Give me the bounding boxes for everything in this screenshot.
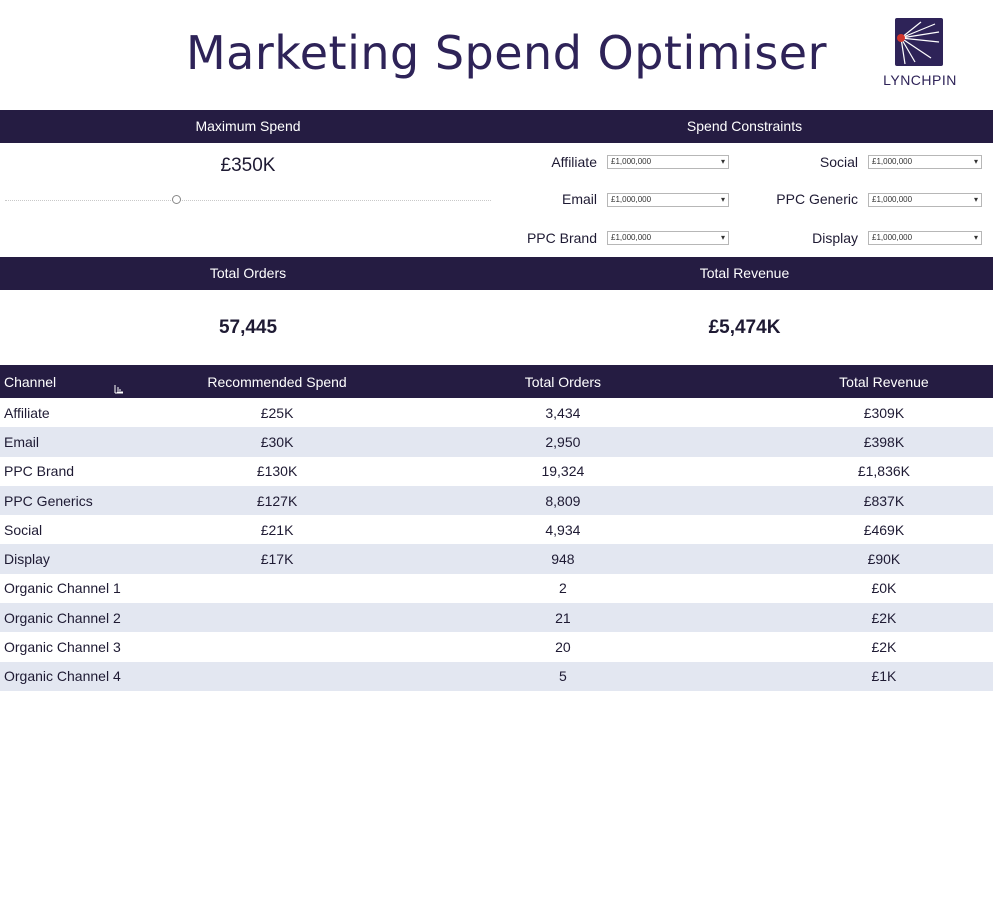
total-revenue-cell: £90K bbox=[774, 544, 993, 574]
column-header-recommended-spend[interactable]: Recommended Spend bbox=[203, 365, 351, 398]
recommended-spend-cell: £30K bbox=[203, 427, 351, 457]
chevron-down-icon: ▾ bbox=[973, 233, 978, 242]
column-header-total-orders[interactable]: Total Orders bbox=[350, 365, 775, 398]
channel-cell: Email bbox=[0, 427, 204, 457]
channel-cell: Affiliate bbox=[4, 404, 50, 421]
totals-header-bar: Total Orders Total Revenue bbox=[0, 257, 993, 290]
channel-cell: PPC Brand bbox=[4, 463, 75, 480]
channel-cell: Social bbox=[4, 521, 43, 538]
channel-cell: Organic Channel 2 bbox=[0, 603, 204, 633]
constraint-select-social[interactable]: £1,000,000 ▾ bbox=[868, 155, 982, 169]
total-revenue-heading: Total Revenue bbox=[699, 265, 790, 281]
chevron-down-icon: ▾ bbox=[973, 195, 978, 204]
spend-constraints-heading: Spend Constraints bbox=[686, 118, 803, 134]
table-header-row: Channel Recommended Spend Total Orders T… bbox=[0, 365, 993, 398]
constraint-select-ppc-brand[interactable]: £1,000,000 ▾ bbox=[607, 231, 729, 245]
total-revenue-cell: £309K bbox=[863, 404, 905, 421]
max-spend-slider-handle[interactable] bbox=[172, 195, 181, 204]
channel-table: Channel Recommended Spend Total Orders T… bbox=[0, 365, 993, 691]
total-orders-cell: 8,809 bbox=[350, 485, 775, 516]
total-orders-cell: 21 bbox=[350, 603, 775, 633]
table-row: PPC Brand £130K 19,324 £1,836K bbox=[0, 457, 993, 486]
total-orders-heading: Total Orders bbox=[209, 265, 287, 281]
table-row: Organic Channel 4 5 £1K bbox=[0, 661, 993, 691]
total-orders-cell: 20 bbox=[555, 639, 571, 656]
select-value: £1,000,000 bbox=[872, 157, 913, 166]
constraint-label-ppc-generic: PPC Generic bbox=[776, 191, 858, 207]
column-header-label: Channel bbox=[4, 373, 57, 390]
recommended-spend-cell bbox=[203, 574, 351, 603]
logo-wordmark: LYNCHPIN bbox=[883, 72, 957, 88]
total-revenue-cell: £2K bbox=[871, 639, 897, 656]
total-revenue-cell: £0K bbox=[871, 580, 897, 597]
total-revenue-cell: £1,836K bbox=[857, 463, 911, 480]
total-revenue-cell: £1K bbox=[774, 661, 993, 691]
total-orders-cell: 19,324 bbox=[541, 463, 585, 480]
select-value: £1,000,000 bbox=[611, 195, 652, 204]
table-row: Organic Channel 2 21 £2K bbox=[0, 603, 993, 633]
constraint-label-ppc-brand: PPC Brand bbox=[526, 230, 597, 246]
sort-icon[interactable] bbox=[114, 384, 124, 394]
table-row: Social £21K 4,934 £469K bbox=[0, 515, 993, 544]
chevron-down-icon: ▾ bbox=[720, 233, 725, 242]
recommended-spend-cell bbox=[203, 661, 351, 691]
channel-cell: Organic Channel 3 bbox=[4, 639, 121, 656]
select-value: £1,000,000 bbox=[611, 157, 652, 166]
select-value: £1,000,000 bbox=[611, 233, 652, 242]
total-orders-cell: 2 bbox=[558, 580, 567, 597]
table-row: Organic Channel 3 20 £2K bbox=[0, 632, 993, 661]
channel-cell: Organic Channel 4 bbox=[0, 661, 204, 691]
column-header-total-revenue[interactable]: Total Revenue bbox=[774, 365, 993, 398]
total-orders-cell: 4,934 bbox=[545, 521, 581, 538]
total-revenue-cell: £837K bbox=[774, 485, 993, 516]
total-orders-cell: 3,434 bbox=[545, 404, 581, 421]
table-row: PPC Generics £127K 8,809 £837K bbox=[0, 485, 993, 516]
constraint-label-email: Email bbox=[561, 191, 597, 207]
chevron-down-icon: ▾ bbox=[720, 195, 725, 204]
total-orders-cell: 948 bbox=[350, 544, 775, 574]
total-orders-cell: 5 bbox=[350, 661, 775, 691]
select-value: £1,000,000 bbox=[872, 233, 913, 242]
table-row: Display £17K 948 £90K bbox=[0, 544, 993, 574]
channel-cell: Organic Channel 1 bbox=[4, 580, 121, 597]
select-value: £1,000,000 bbox=[872, 195, 913, 204]
recommended-spend-cell: £130K bbox=[256, 463, 298, 480]
constraint-select-display[interactable]: £1,000,000 ▾ bbox=[868, 231, 982, 245]
chevron-down-icon: ▾ bbox=[973, 157, 978, 166]
constraint-label-display: Display bbox=[812, 230, 858, 246]
recommended-spend-cell: £17K bbox=[203, 544, 351, 574]
recommended-spend-cell: £25K bbox=[260, 404, 294, 421]
constraint-select-ppc-generic[interactable]: £1,000,000 ▾ bbox=[868, 193, 982, 207]
total-revenue-cell: £2K bbox=[774, 603, 993, 633]
table-row: Email £30K 2,950 £398K bbox=[0, 427, 993, 457]
channel-cell: Display bbox=[0, 544, 204, 574]
max-spend-value: £350K bbox=[220, 155, 276, 176]
constraint-label-social: Social bbox=[819, 154, 858, 170]
total-orders-value: 57,445 bbox=[218, 317, 278, 338]
total-revenue-cell: £469K bbox=[863, 521, 905, 538]
max-spend-heading: Maximum Spend bbox=[195, 118, 301, 134]
constraint-select-affiliate[interactable]: £1,000,000 ▾ bbox=[607, 155, 729, 169]
total-revenue-cell: £398K bbox=[774, 427, 993, 457]
channel-cell: PPC Generics bbox=[0, 485, 204, 516]
lynchpin-logo: LYNCHPIN bbox=[880, 16, 960, 92]
chevron-down-icon: ▾ bbox=[720, 157, 725, 166]
column-header-channel[interactable]: Channel bbox=[0, 365, 204, 398]
page-title: Marketing Spend Optimiser bbox=[185, 26, 828, 80]
recommended-spend-cell bbox=[203, 603, 351, 633]
constraint-select-email[interactable]: £1,000,000 ▾ bbox=[607, 193, 729, 207]
lynchpin-logo-icon bbox=[895, 18, 943, 66]
table-row: Organic Channel 1 2 £0K bbox=[0, 574, 993, 603]
total-revenue-value: £5,474K bbox=[708, 317, 781, 338]
max-spend-slider-track[interactable] bbox=[5, 200, 491, 203]
recommended-spend-cell: £127K bbox=[203, 485, 351, 516]
recommended-spend-cell bbox=[203, 632, 351, 661]
total-orders-cell: 2,950 bbox=[350, 427, 775, 457]
table-row: Affiliate £25K 3,434 £309K bbox=[0, 398, 993, 427]
controls-header-bar: Maximum Spend Spend Constraints bbox=[0, 110, 993, 143]
constraint-label-affiliate: Affiliate bbox=[551, 154, 597, 170]
recommended-spend-cell: £21K bbox=[260, 521, 294, 538]
